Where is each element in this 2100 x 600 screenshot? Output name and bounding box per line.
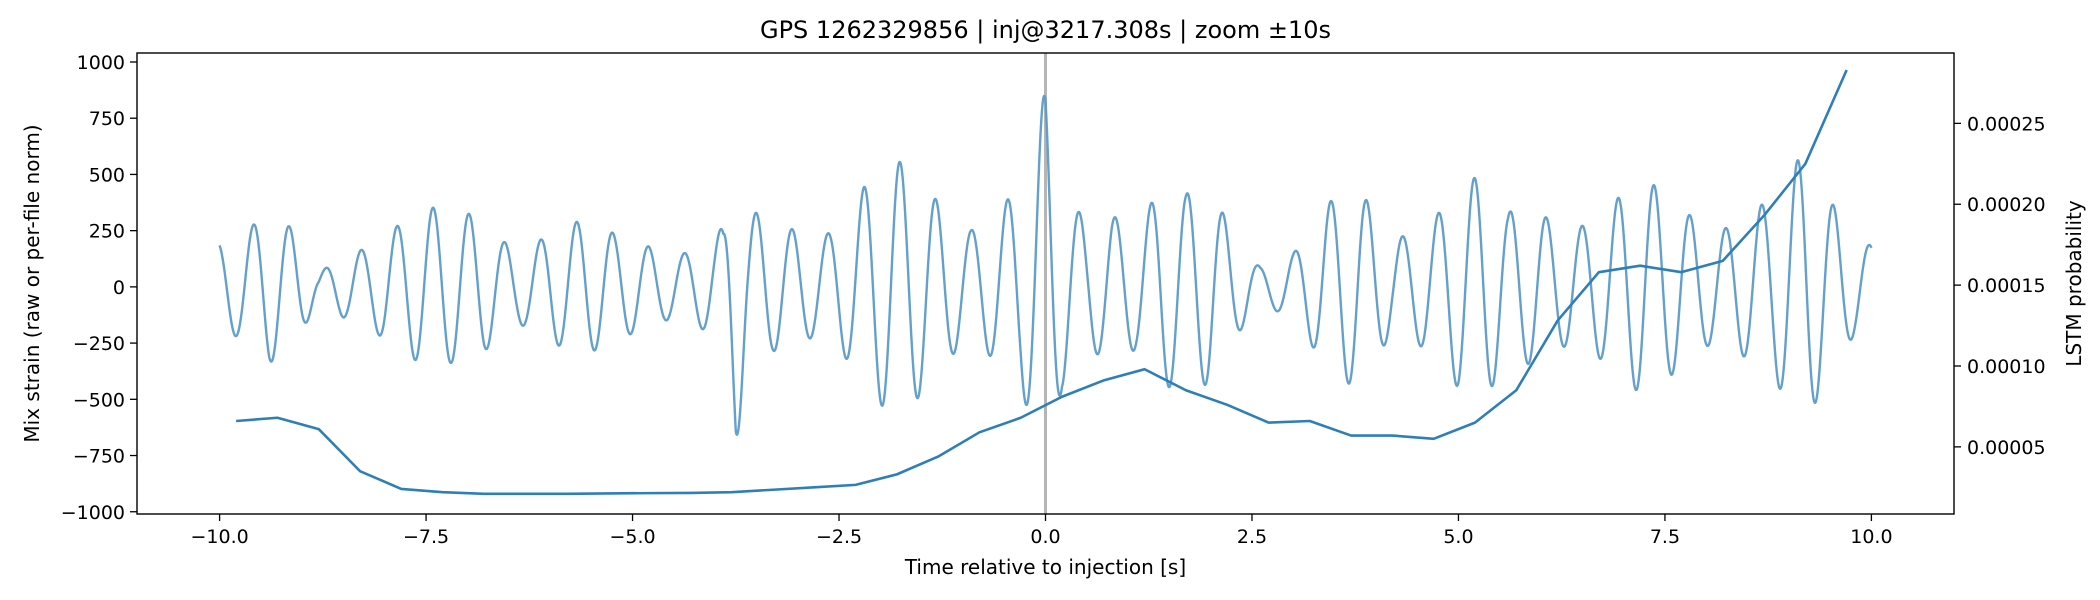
x-tick-label: 10.0 bbox=[1850, 526, 1892, 548]
x-tick-label: 2.5 bbox=[1237, 526, 1267, 548]
x-tick-label: −7.5 bbox=[403, 526, 449, 548]
y-left-tick-label: −1000 bbox=[61, 502, 125, 524]
y-right-tick-label: 0.00025 bbox=[1967, 113, 2046, 135]
x-tick-label: −5.0 bbox=[609, 526, 655, 548]
y-left-tick-label: −250 bbox=[73, 333, 125, 355]
y-left-tick-label: −500 bbox=[73, 389, 125, 411]
x-tick-label: −2.5 bbox=[816, 526, 862, 548]
y-left-axis-label: Mix strain (raw or per-file norm) bbox=[20, 124, 44, 442]
y-left-tick-label: 250 bbox=[89, 221, 125, 243]
strain-series-line bbox=[218, 94, 1873, 436]
y-right-tick-label: 0.00005 bbox=[1967, 437, 2046, 459]
y-left-tick-label: 750 bbox=[89, 108, 125, 130]
chart-title: GPS 1262329856 | inj@3217.308s | zoom ±1… bbox=[760, 16, 1331, 44]
x-axis-label: Time relative to injection [s] bbox=[904, 555, 1186, 579]
x-tick-label: 7.5 bbox=[1650, 526, 1680, 548]
plot-area bbox=[218, 53, 1873, 514]
x-tick-label: 0.0 bbox=[1030, 526, 1060, 548]
x-tick-label: −10.0 bbox=[190, 526, 248, 548]
y-right-tick-label: 0.00010 bbox=[1967, 356, 2046, 378]
y-right-tick-label: 0.00015 bbox=[1967, 275, 2046, 297]
x-tick-label: 5.0 bbox=[1443, 526, 1473, 548]
y-right-tick-label: 0.00020 bbox=[1967, 194, 2046, 216]
y-left-tick-label: 500 bbox=[89, 164, 125, 186]
y-left-tick-label: −750 bbox=[73, 446, 125, 468]
lstm-probability-line bbox=[236, 69, 1848, 496]
axis-ticks: −10.0 −7.5 −5.0 −2.5 0.0 2.5 5.0 7.5 10.0 1000 750… bbox=[61, 52, 2046, 548]
y-left-tick-label: 0 bbox=[113, 277, 125, 299]
y-left-tick-label: 1000 bbox=[77, 52, 125, 74]
y-right-axis-label: LSTM probability bbox=[2062, 200, 2086, 367]
